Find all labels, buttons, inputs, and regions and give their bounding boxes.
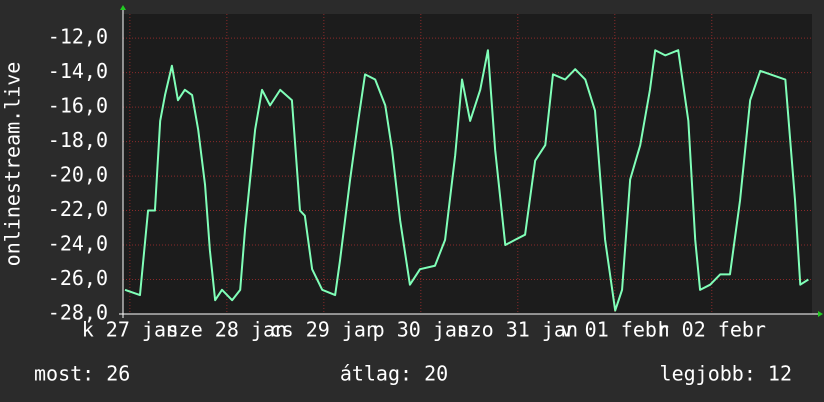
x-tick-label: sze 28 jan [167, 318, 287, 342]
y-tick-label: -22,0 [48, 197, 108, 221]
axis-arrow [120, 5, 126, 10]
y-tick-label: -18,0 [48, 128, 108, 152]
y-tick-label: -24,0 [48, 232, 108, 256]
x-tick-label: k 27 jan [82, 318, 178, 342]
y-tick-label: -20,0 [48, 163, 108, 187]
plot-area [123, 14, 812, 314]
y-tick-label: -12,0 [48, 25, 108, 49]
x-tick-label: p 30 jan [373, 318, 469, 342]
y-tick-label: -16,0 [48, 94, 108, 118]
stat-best: legjobb: 12 [660, 362, 792, 386]
y-tick-label: -26,0 [48, 266, 108, 290]
y-tick-label: -14,0 [48, 59, 108, 83]
stat-current: most: 26 [34, 362, 130, 386]
stat-average: átlag: 20 [340, 362, 448, 386]
x-tick-label: h 02 febr [658, 318, 766, 342]
y-tick-label: -28,0 [48, 301, 108, 325]
y-axis-label: onlinestream.live [1, 62, 25, 267]
data-line [124, 49, 809, 312]
x-tick-label: cs 29 jan [270, 318, 378, 342]
x-tick-label: szo 31 jan [458, 318, 578, 342]
axis-arrow [818, 311, 823, 317]
x-tick-label: v 01 febr [561, 318, 669, 342]
